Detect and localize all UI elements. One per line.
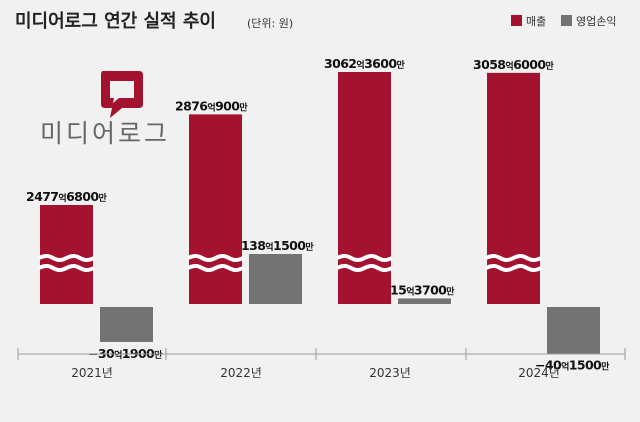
operating-value-label: −30억1900만 bbox=[88, 346, 163, 361]
axis-break-line bbox=[38, 264, 95, 272]
operating-bar bbox=[100, 307, 153, 342]
operating-value-label-num-0: 15 bbox=[390, 282, 406, 297]
revenue-value-label-unit-3: 만 bbox=[98, 192, 107, 204]
operating-value-label: −40억1500만 bbox=[535, 358, 610, 373]
chart-unit: (단위: 원) bbox=[247, 17, 293, 30]
axis-break-line bbox=[336, 264, 393, 272]
logo: 미디어로그 bbox=[40, 71, 170, 148]
operating-value-label-unit-3: 만 bbox=[446, 285, 455, 297]
operating-value-label-unit-3: 만 bbox=[154, 349, 163, 361]
revenue-value-label-unit-3: 만 bbox=[396, 59, 405, 71]
revenue-value-label-num-2: 6000 bbox=[513, 57, 546, 72]
operating-bar bbox=[547, 307, 600, 354]
revenue-value-label-num-2: 900 bbox=[215, 98, 240, 113]
axis-break-line bbox=[336, 254, 393, 262]
revenue-value-label-num-0: 2477 bbox=[26, 189, 58, 204]
operating-bar bbox=[249, 254, 302, 304]
revenue-value-label-num-0: 3062 bbox=[324, 56, 356, 71]
plot-area: 2477억6800만−30억1900만2021년2876억900만138억150… bbox=[17, 56, 626, 380]
revenue-bar bbox=[189, 114, 242, 305]
speech-bubble-icon bbox=[101, 71, 143, 118]
axis-break-line bbox=[485, 264, 542, 272]
revenue-value-label-num-2: 6800 bbox=[66, 189, 99, 204]
revenue-value-label-unit-1: 억 bbox=[58, 192, 66, 204]
operating-value-label-unit-1: 억 bbox=[561, 361, 569, 373]
operating-value-label-unit-3: 만 bbox=[305, 241, 314, 253]
operating-value-label-unit-1: 억 bbox=[265, 241, 273, 253]
legend: 매출 영업손익 bbox=[511, 15, 616, 28]
x-tick-label: 2023년 bbox=[369, 366, 411, 380]
operating-value-label-num-2: 3700 bbox=[414, 282, 447, 297]
axis-break-line bbox=[187, 264, 244, 272]
revenue-value-label: 3058억6000만 bbox=[473, 57, 554, 72]
revenue-value-label-unit-3: 만 bbox=[239, 101, 248, 113]
operating-value-label-num-2: 1500 bbox=[569, 358, 602, 373]
operating-value-label-unit-1: 억 bbox=[114, 349, 122, 361]
operating-value-label: 138억1500만 bbox=[241, 238, 314, 253]
operating-value-label-num-0: 138 bbox=[241, 238, 265, 253]
operating-value-label-num-0: −30 bbox=[88, 346, 115, 361]
legend-label-operating: 영업손익 bbox=[576, 15, 616, 28]
x-tick-label: 2021년 bbox=[71, 366, 113, 380]
revenue-value-label-unit-1: 억 bbox=[505, 60, 513, 72]
revenue-value-label: 2477억6800만 bbox=[26, 189, 107, 204]
legend-label-revenue: 매출 bbox=[526, 15, 546, 28]
axis-break-line bbox=[187, 254, 244, 262]
operating-value-label-num-2: 1500 bbox=[273, 238, 306, 253]
operating-value-label-num-0: −40 bbox=[535, 358, 562, 373]
axis-break-line bbox=[38, 254, 95, 262]
revenue-value-label-num-0: 2876 bbox=[175, 98, 208, 113]
revenue-value-label-num-2: 3600 bbox=[364, 56, 397, 71]
logo-text: 미디어로그 bbox=[40, 119, 170, 148]
revenue-value-label-unit-3: 만 bbox=[545, 60, 554, 72]
operating-bar bbox=[398, 298, 451, 304]
revenue-value-label: 3062억3600만 bbox=[324, 56, 405, 71]
operating-value-label: 15억3700만 bbox=[390, 282, 455, 297]
revenue-value-label-unit-1: 억 bbox=[207, 101, 215, 113]
x-tick-label: 2024년 bbox=[518, 366, 560, 380]
operating-value-label-unit-1: 억 bbox=[406, 285, 414, 297]
operating-value-label-unit-3: 만 bbox=[601, 361, 610, 373]
x-tick-label: 2022년 bbox=[220, 366, 262, 380]
legend-swatch-revenue bbox=[511, 15, 522, 26]
axis-break-line bbox=[485, 254, 542, 262]
legend-swatch-operating bbox=[561, 15, 572, 26]
operating-value-label-num-2: 1900 bbox=[122, 346, 155, 361]
revenue-value-label: 2876억900만 bbox=[175, 98, 248, 113]
revenue-value-label-num-0: 3058 bbox=[473, 57, 505, 72]
revenue-value-label-unit-1: 억 bbox=[356, 59, 364, 71]
chart-title: 미디어로그 연간 실적 추이 bbox=[15, 11, 216, 32]
